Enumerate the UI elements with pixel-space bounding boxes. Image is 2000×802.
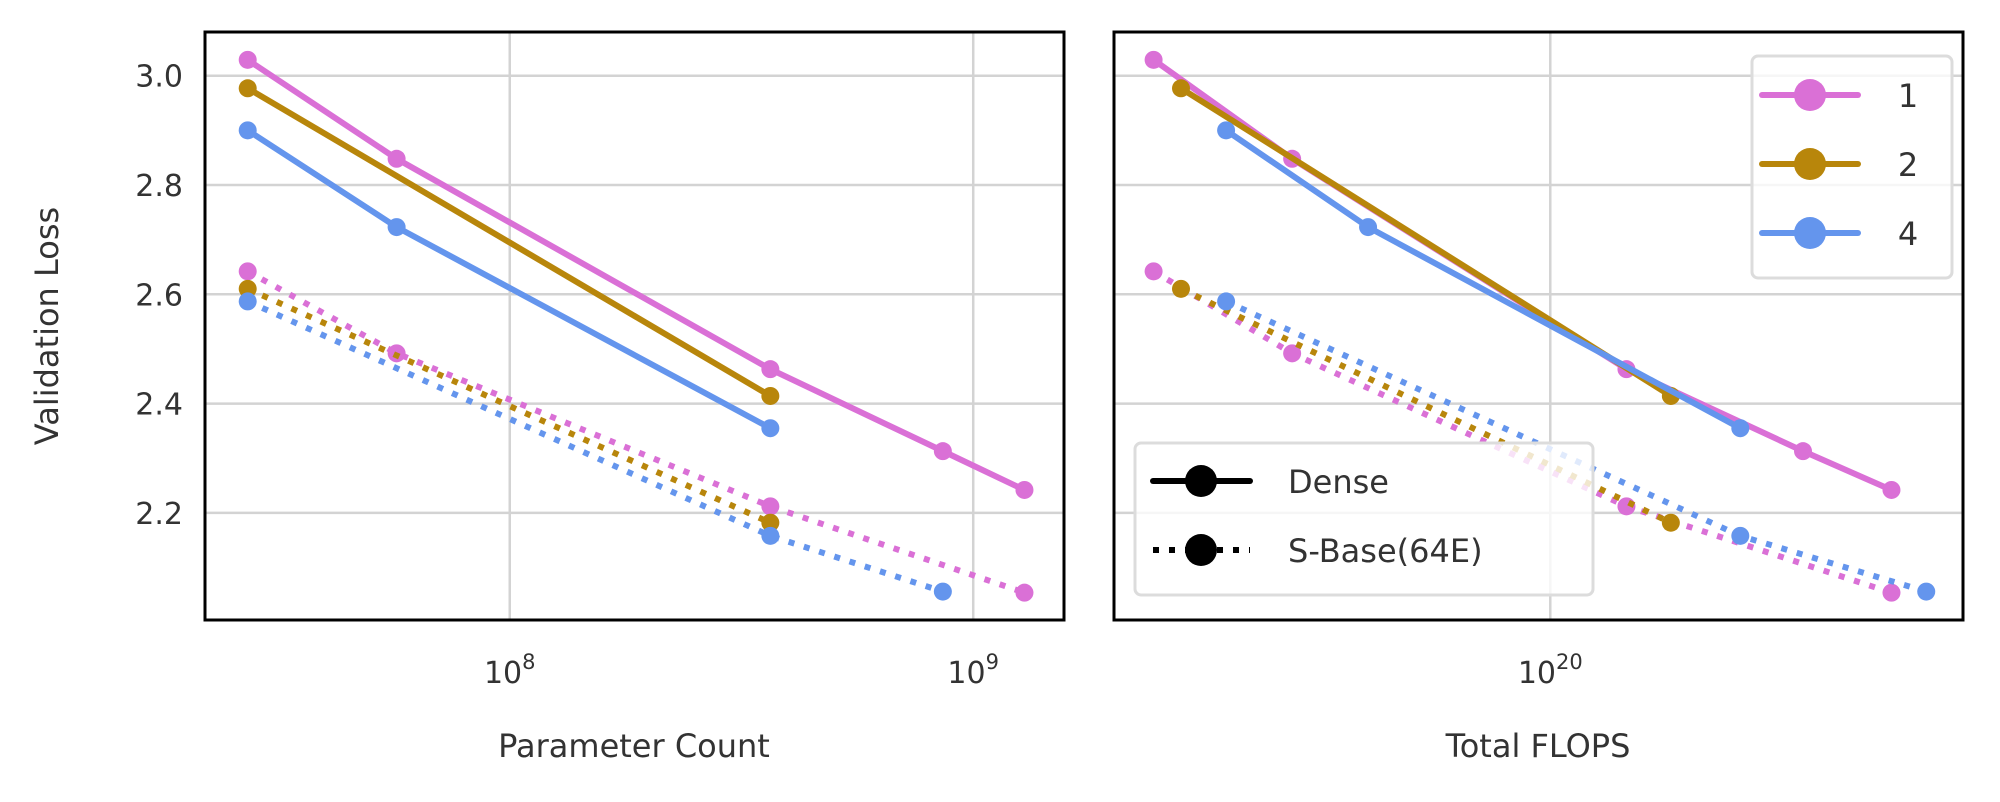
legend-marker [1794,79,1826,111]
y-tick-label: 3.0 [135,60,183,95]
data-point-2-sbase [238,279,257,298]
legend-marker [1185,465,1217,497]
legend-color: 1 2 4 [1750,54,1954,280]
data-point-1-dense [1794,442,1813,461]
data-point-4-sbase [238,292,257,311]
y-tick-label: 2.6 [135,278,183,313]
data-point-2-dense [761,386,780,405]
data-point-1-sbase [761,497,780,516]
legend-label: 4 [1898,215,1918,253]
data-point-2-dense [238,79,257,98]
plot-frame [1112,30,1965,622]
data-point-1-dense [1882,480,1901,499]
data-point-4-dense [238,121,257,140]
legend-marker [1794,148,1826,180]
y-tick-label: 2.2 [135,497,183,532]
data-point-1-dense [238,50,257,69]
data-point-4-dense [387,218,406,237]
data-point-4-dense [1731,419,1750,438]
series-line-1-dense [246,57,1026,493]
data-point-4-sbase [1917,582,1936,601]
series-line-1-sbase [1152,268,1893,596]
y-tick-label: 2.8 [135,169,183,204]
legend-style: Dense S-Base(64E) [1133,441,1595,597]
legend-label: Dense [1288,463,1389,501]
left-panel-parameter-count: 2.2 2.4 2.6 2.8 3.0 108 109 [135,30,1066,691]
legend-label: 2 [1898,146,1918,184]
data-point-1-dense [933,442,952,461]
data-point-2-dense [1171,79,1190,98]
data-point-1-sbase [1015,583,1034,602]
data-point-4-dense [1217,121,1236,140]
plot-frame [203,30,1066,622]
series-line-4-sbase [246,298,944,595]
data-point-1-sbase [1283,344,1302,363]
data-point-4-sbase [1731,526,1750,545]
series-group [238,50,1034,602]
x-tick-label: 1020 [1518,650,1583,691]
x-tick-label: 108 [484,650,536,691]
data-point-4-sbase [933,582,952,601]
data-point-1-sbase [1882,583,1901,602]
x-axis-label-left: Parameter Count [498,727,770,765]
data-point-1-dense [387,149,406,168]
data-point-4-sbase [1217,292,1236,311]
data-point-4-sbase [761,526,780,545]
x-axis-label-right: Total FLOPS [1445,727,1631,765]
series-line-2-dense [246,85,772,399]
legend-marker [1794,217,1826,249]
legend-label: 1 [1898,77,1918,115]
right-panel-total-flops: 1020 1 2 4 Dense S-Base(64E) [1112,30,1965,691]
data-point-2-sbase [1171,279,1190,298]
legend-label: S-Base(64E) [1288,532,1483,570]
data-point-1-dense [1015,480,1034,499]
data-point-1-dense [761,360,780,379]
data-point-1-dense [1144,50,1163,69]
data-point-2-sbase [761,513,780,532]
data-point-4-dense [1359,218,1378,237]
data-point-1-sbase [238,262,257,281]
data-point-2-sbase [1661,513,1680,532]
y-axis-label: Validation Loss [28,207,66,445]
data-point-4-dense [761,419,780,438]
legend-marker [1185,534,1217,566]
series-line-1-sbase [246,268,1026,596]
y-tick-label: 2.4 [135,388,183,423]
x-tick-label: 109 [947,650,999,691]
data-point-1-sbase [1144,262,1163,281]
